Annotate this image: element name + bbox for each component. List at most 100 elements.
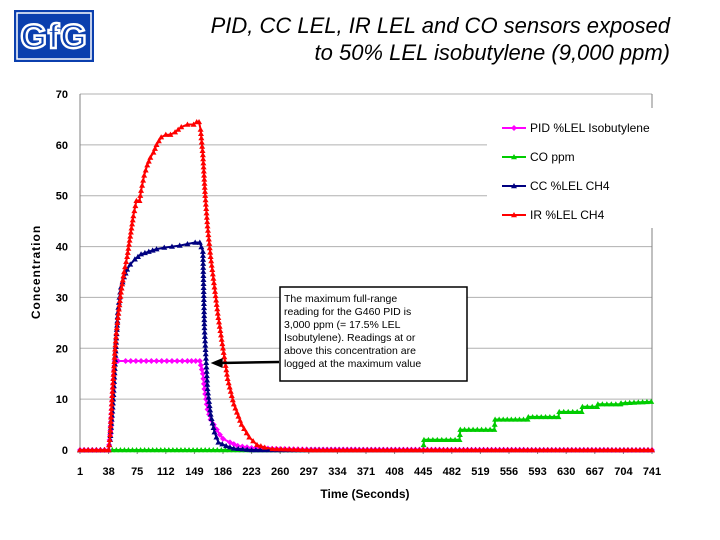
marker-ir-lel-ch4-35-0 bbox=[211, 284, 218, 290]
marker-ir-lel-ch4-12-2 bbox=[132, 202, 139, 209]
marker-ir-lel-ch4-32-0 bbox=[202, 192, 209, 198]
x-axis-label: Time (Seconds) bbox=[320, 487, 409, 501]
marker-ir-lel-ch4-2-0 bbox=[107, 431, 114, 437]
marker-ir-lel-ch4-41-1 bbox=[250, 438, 257, 444]
marker-ir-lel-ch4-45-46 bbox=[492, 447, 499, 453]
marker-ir-lel-ch4-45-66 bbox=[572, 447, 579, 453]
marker-ir-lel-ch4-32-5 bbox=[203, 214, 210, 220]
marker-co-ppm-14-1 bbox=[599, 401, 606, 407]
marker-cc-lel-ch4-23-17 bbox=[201, 316, 208, 323]
marker-co-ppm-0-25 bbox=[177, 447, 184, 453]
marker-ir-lel-ch4-11-2 bbox=[128, 225, 135, 231]
legend-label-ir-lel-ch4: IR %LEL CH4 bbox=[530, 208, 605, 222]
marker-ir-lel-ch4-45-37 bbox=[456, 447, 463, 453]
marker-ir-lel-ch4-31-1 bbox=[200, 156, 207, 162]
marker-ir-lel-ch4-45-69 bbox=[584, 447, 591, 453]
marker-co-ppm-4-1 bbox=[461, 426, 468, 432]
marker-ir-lel-ch4-0-4 bbox=[93, 447, 100, 453]
marker-ir-lel-ch4-14-0 bbox=[136, 197, 143, 203]
y-tick-labels: 0 10 20 30 40 50 60 70 bbox=[56, 89, 68, 457]
marker-pid-lel-isobutylene-8-2 bbox=[132, 358, 139, 364]
annotation-line-5: above this concentration are bbox=[284, 345, 416, 357]
marker-co-ppm-0-35 bbox=[218, 447, 225, 453]
marker-co-ppm-0-33 bbox=[210, 447, 217, 453]
marker-cc-lel-ch4-22-0 bbox=[196, 239, 203, 245]
marker-co-ppm-6-3 bbox=[504, 416, 511, 422]
x-tick-186: 186 bbox=[214, 466, 232, 478]
x-tick-labels: 1 38 75 112 149 186 223 260 297 334 371 408 445 482 51… bbox=[77, 450, 661, 478]
marker-pid-lel-isobutylene-10-1 bbox=[158, 358, 165, 364]
marker-ir-lel-ch4-45-60 bbox=[548, 447, 555, 453]
marker-ir-lel-ch4-33-4 bbox=[206, 240, 213, 246]
marker-co-ppm-8-0 bbox=[525, 413, 532, 420]
marker-ir-lel-ch4-45-9 bbox=[344, 447, 351, 453]
marker-ir-lel-ch4-30-0 bbox=[197, 126, 204, 132]
marker-ir-lel-ch4-35-3 bbox=[213, 297, 220, 303]
annotation-line-2: reading for the G460 PID is bbox=[284, 306, 411, 318]
marker-cc-lel-ch4-26-0 bbox=[204, 385, 211, 392]
annotation-box bbox=[279, 286, 468, 382]
marker-cc-lel-ch4-23-1 bbox=[199, 252, 206, 258]
marker-ir-lel-ch4-19-0 bbox=[150, 149, 157, 155]
marker-pid-lel-isobutylene-13-1 bbox=[197, 362, 204, 369]
marker-ir-lel-ch4-45-14 bbox=[364, 447, 371, 453]
marker-co-ppm-3-1 bbox=[456, 431, 463, 437]
marker-ir-lel-ch4-30-1 bbox=[197, 130, 204, 137]
y-tick-10: 10 bbox=[56, 394, 68, 406]
marker-ir-lel-ch4-45-12 bbox=[356, 447, 363, 453]
legend-swatch-marker-cc-lel-ch4 bbox=[511, 183, 517, 189]
marker-co-ppm-14-3 bbox=[608, 401, 615, 407]
marker-co-ppm-0-37 bbox=[226, 447, 233, 453]
marker-cc-lel-ch4-23-7 bbox=[200, 276, 207, 282]
marker-ir-lel-ch4-39-2 bbox=[233, 409, 240, 415]
marker-ir-lel-ch4-45-67 bbox=[576, 447, 583, 453]
marker-ir-lel-ch4-40-0 bbox=[238, 421, 245, 427]
marker-ir-lel-ch4-45-82 bbox=[636, 447, 643, 453]
marker-co-ppm-12-0 bbox=[579, 403, 586, 409]
legend-swatch-marker-co-ppm bbox=[511, 154, 517, 160]
marker-ir-lel-ch4-1-1 bbox=[106, 441, 113, 448]
y-tick-70: 70 bbox=[56, 89, 68, 101]
marker-ir-lel-ch4-45-77 bbox=[616, 447, 623, 453]
marker-ir-lel-ch4-end bbox=[649, 447, 655, 453]
marker-co-ppm-0-18 bbox=[149, 447, 156, 453]
marker-ir-lel-ch4-41-0 bbox=[246, 434, 253, 440]
marker-ir-lel-ch4-45-54 bbox=[524, 447, 531, 453]
marker-ir-lel-ch4-45-38 bbox=[460, 447, 467, 453]
marker-ir-lel-ch4-5-1 bbox=[112, 346, 119, 352]
marker-ir-lel-ch4-7-5 bbox=[117, 293, 124, 299]
marker-co-ppm-14-0 bbox=[594, 401, 601, 407]
marker-ir-lel-ch4-3-5 bbox=[109, 380, 116, 386]
marker-ir-lel-ch4-45-0 bbox=[308, 447, 315, 453]
marker-ir-lel-ch4-43-0 bbox=[261, 444, 268, 450]
marker-ir-lel-ch4-39-4 bbox=[237, 417, 244, 423]
marker-cc-lel-ch4-24-4 bbox=[202, 342, 209, 348]
marker-ir-lel-ch4-45-79 bbox=[624, 447, 631, 453]
marker-ir-lel-ch4-44-5 bbox=[290, 446, 297, 452]
marker-ir-lel-ch4-45-80 bbox=[628, 447, 635, 453]
marker-ir-lel-ch4-38-1 bbox=[225, 380, 232, 386]
marker-ir-lel-ch4-45-42 bbox=[476, 447, 483, 453]
marker-ir-lel-ch4-30-4 bbox=[199, 143, 206, 149]
marker-cc-lel-ch4-23-10 bbox=[200, 288, 207, 295]
marker-ir-lel-ch4-31-9 bbox=[201, 188, 208, 194]
marker-ir-lel-ch4-45-27 bbox=[416, 447, 423, 453]
marker-ir-lel-ch4-4-3 bbox=[111, 363, 118, 369]
marker-pid-lel-isobutylene-11-2 bbox=[179, 358, 186, 364]
marker-ir-lel-ch4-34-2 bbox=[208, 262, 215, 268]
marker-co-ppm-0-24 bbox=[173, 447, 180, 453]
marker-ir-lel-ch4-12-1 bbox=[131, 207, 138, 214]
marker-ir-lel-ch4-11-0 bbox=[127, 233, 134, 239]
marker-ir-lel-ch4-39-0 bbox=[230, 401, 237, 407]
marker-ir-lel-ch4-45-74 bbox=[604, 447, 611, 453]
marker-co-ppm-2-2 bbox=[429, 436, 436, 443]
marker-cc-lel-ch4-24-3 bbox=[202, 338, 209, 344]
marker-cc-lel-ch4-12-0 bbox=[127, 261, 134, 267]
marker-ir-lel-ch4-25-0 bbox=[178, 124, 185, 130]
x-tick-75: 75 bbox=[131, 466, 143, 478]
marker-co-ppm-9-0 bbox=[555, 413, 562, 420]
marker-ir-lel-ch4-45-53 bbox=[520, 447, 527, 453]
marker-ir-lel-ch4-45-7 bbox=[336, 447, 343, 453]
marker-ir-lel-ch4-45-52 bbox=[516, 447, 523, 453]
marker-ir-lel-ch4-38-2 bbox=[226, 384, 233, 390]
